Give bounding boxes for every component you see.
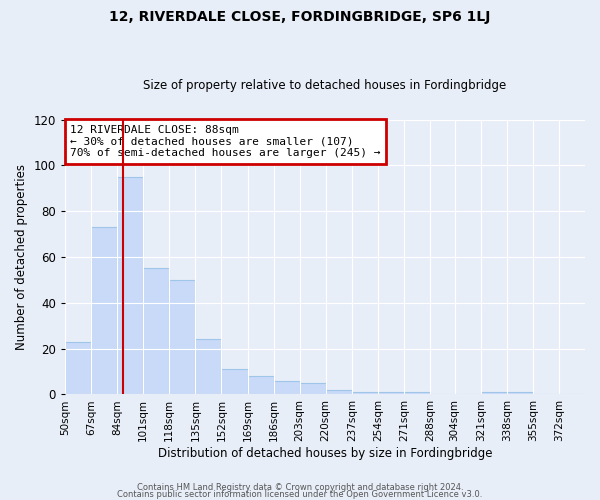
- Bar: [65, 342, 91, 394]
- Title: Size of property relative to detached houses in Fordingbridge: Size of property relative to detached ho…: [143, 79, 506, 92]
- Bar: [221, 370, 248, 394]
- Bar: [326, 390, 352, 394]
- Bar: [507, 392, 533, 394]
- Text: Contains public sector information licensed under the Open Government Licence v3: Contains public sector information licen…: [118, 490, 482, 499]
- X-axis label: Distribution of detached houses by size in Fordingbridge: Distribution of detached houses by size …: [158, 447, 492, 460]
- Bar: [117, 177, 143, 394]
- Text: 12, RIVERDALE CLOSE, FORDINGBRIDGE, SP6 1LJ: 12, RIVERDALE CLOSE, FORDINGBRIDGE, SP6 …: [109, 10, 491, 24]
- Bar: [169, 280, 196, 394]
- Bar: [378, 392, 404, 394]
- Text: 12 RIVERDALE CLOSE: 88sqm
← 30% of detached houses are smaller (107)
70% of semi: 12 RIVERDALE CLOSE: 88sqm ← 30% of detac…: [70, 125, 380, 158]
- Y-axis label: Number of detached properties: Number of detached properties: [15, 164, 28, 350]
- Bar: [91, 227, 117, 394]
- Bar: [274, 380, 299, 394]
- Bar: [352, 392, 378, 394]
- Bar: [404, 392, 430, 394]
- Text: Contains HM Land Registry data © Crown copyright and database right 2024.: Contains HM Land Registry data © Crown c…: [137, 484, 463, 492]
- Bar: [299, 383, 326, 394]
- Bar: [196, 340, 221, 394]
- Bar: [143, 268, 169, 394]
- Bar: [248, 376, 274, 394]
- Bar: [481, 392, 507, 394]
